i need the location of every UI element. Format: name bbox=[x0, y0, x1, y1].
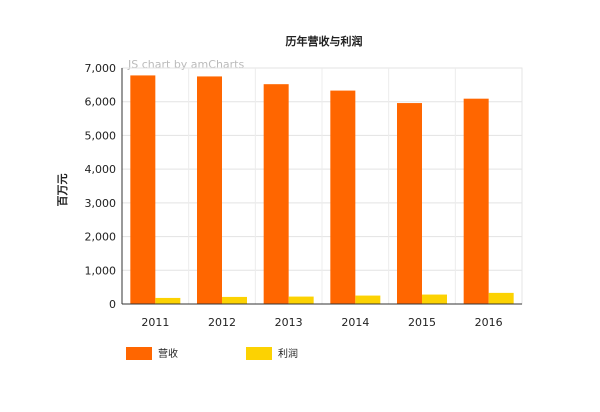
x-tick-label: 2016 bbox=[475, 316, 503, 329]
bar-revenue-2015 bbox=[397, 103, 422, 304]
y-tick-label: 4,000 bbox=[85, 163, 117, 176]
x-tick-label: 2012 bbox=[208, 316, 236, 329]
bar-profit-2015 bbox=[422, 294, 447, 304]
x-tick-label: 2014 bbox=[341, 316, 369, 329]
bar-revenue-2011 bbox=[130, 75, 156, 304]
bar-revenue-2016 bbox=[463, 98, 489, 305]
y-tick-label: 7,000 bbox=[85, 62, 117, 75]
bar-profit-2011 bbox=[155, 297, 181, 304]
bar-revenue-2013 bbox=[263, 84, 289, 304]
y-tick-label: 6,000 bbox=[85, 96, 117, 109]
legend-label-profit: 利润 bbox=[278, 347, 298, 360]
y-axis-label: 百万元 bbox=[56, 174, 69, 207]
legend-swatch-profit bbox=[246, 347, 272, 360]
grid-lines bbox=[121, 67, 523, 305]
axes bbox=[121, 68, 522, 305]
legend-label-revenue: 营收 bbox=[158, 347, 178, 360]
y-tick-label: 2,000 bbox=[85, 231, 117, 244]
legend-swatch-revenue bbox=[126, 347, 152, 360]
chart-watermark: JS chart by amCharts bbox=[127, 58, 244, 71]
tick-labels: 0 1,000 2,000 3,000 4,000 5,000 6,000 7,000 2011… bbox=[85, 62, 503, 329]
bars bbox=[130, 75, 514, 305]
bar-revenue-2014 bbox=[330, 90, 356, 305]
bar-profit-2016 bbox=[488, 292, 514, 304]
y-tick-label: 1,000 bbox=[85, 264, 117, 277]
bar-profit-2012 bbox=[222, 296, 247, 304]
bar-revenue-2012 bbox=[197, 76, 222, 304]
y-tick-label: 3,000 bbox=[85, 197, 117, 210]
bar-profit-2013 bbox=[288, 296, 314, 304]
bar-profit-2014 bbox=[355, 295, 381, 304]
y-tick-label: 0 bbox=[109, 298, 116, 311]
x-tick-label: 2015 bbox=[408, 316, 436, 329]
x-tick-label: 2013 bbox=[275, 316, 303, 329]
x-tick-label: 2011 bbox=[141, 316, 169, 329]
chart-title: 历年营收与利润 bbox=[286, 34, 363, 48]
legend: 营收 利润 bbox=[126, 347, 298, 360]
y-tick-label: 5,000 bbox=[85, 129, 117, 142]
